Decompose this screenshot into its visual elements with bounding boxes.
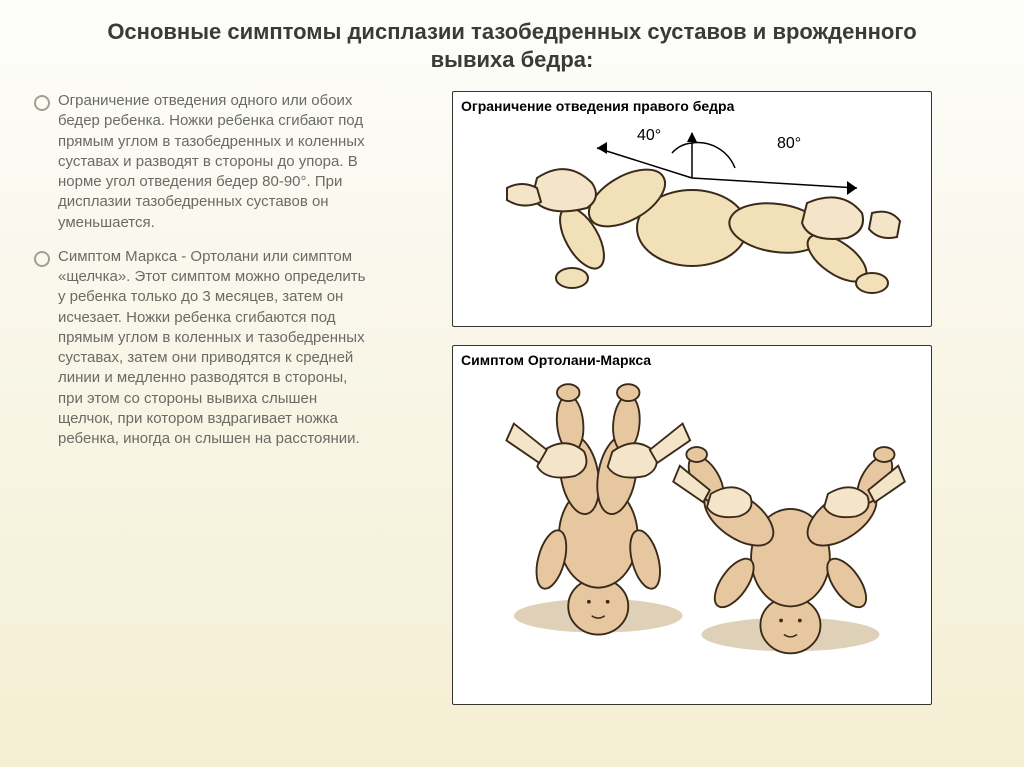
angle-left-label: 40° bbox=[637, 127, 661, 144]
figure-ortolani-body bbox=[461, 372, 923, 672]
bullet-item-abduction: Ограничение отведения одного или обоих б… bbox=[30, 91, 370, 233]
slide-container: Основные симптомы дисплазии тазобедренны… bbox=[0, 0, 1024, 767]
bullet-list: Ограничение отведения одного или обоих б… bbox=[30, 91, 370, 449]
text-column: Ограничение отведения одного или обоих б… bbox=[30, 91, 370, 740]
figure-abduction: Ограничение отведения правого бедра 40 bbox=[452, 91, 932, 327]
ortolani-illustration bbox=[472, 372, 912, 672]
figure-ortolani-caption: Симптом Ортолани-Маркса bbox=[461, 352, 923, 368]
abduction-illustration: 40° 80° bbox=[477, 118, 907, 318]
figure-abduction-caption: Ограничение отведения правого бедра bbox=[461, 98, 923, 114]
figure-column: Ограничение отведения правого бедра 40 bbox=[390, 91, 994, 740]
content-row: Ограничение отведения одного или обоих б… bbox=[30, 91, 994, 740]
figure-ortolani: Симптом Ортолани-Маркса bbox=[452, 345, 932, 705]
figure-abduction-body: 40° 80° bbox=[461, 118, 923, 318]
angle-right-label: 80° bbox=[777, 135, 801, 152]
bullet-item-ortolani: Симптом Маркса - Ортолани или симптом «щ… bbox=[30, 247, 370, 450]
slide-title: Основные симптомы дисплазии тазобедренны… bbox=[30, 18, 994, 73]
